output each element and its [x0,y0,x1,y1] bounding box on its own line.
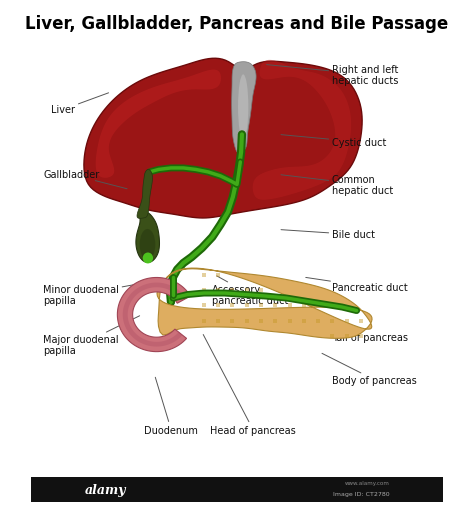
Text: Body of pancreas: Body of pancreas [322,354,417,385]
Text: Major duodenal
papilla: Major duodenal papilla [43,316,140,356]
Polygon shape [96,70,221,178]
Text: Right and left
hepatic ducts: Right and left hepatic ducts [266,65,398,86]
Text: Pancreatic duct: Pancreatic duct [306,278,408,292]
Text: Minor duodenal
papilla: Minor duodenal papilla [43,283,146,306]
Polygon shape [253,61,351,200]
Text: Accessory
pancreatic duct: Accessory pancreatic duct [212,276,289,306]
Ellipse shape [238,75,248,140]
Text: Cystic duct: Cystic duct [281,135,386,147]
Polygon shape [84,59,362,219]
Polygon shape [137,170,153,219]
Text: Image ID: CT2780: Image ID: CT2780 [333,491,390,496]
Text: www.alamy.com: www.alamy.com [345,480,390,485]
Ellipse shape [140,230,155,261]
Polygon shape [123,283,186,347]
Polygon shape [232,63,256,155]
Bar [31,477,443,502]
Text: alamy: alamy [84,483,126,496]
Text: Head of pancreas: Head of pancreas [203,335,296,435]
Text: Bile duct: Bile duct [281,230,375,240]
Text: Tail of pancreas: Tail of pancreas [332,324,408,342]
Text: Liver, Gallbladder, Pancreas and Bile Passage: Liver, Gallbladder, Pancreas and Bile Pa… [26,15,448,33]
Text: Gallbladder: Gallbladder [43,170,127,189]
Text: Common
hepatic duct: Common hepatic duct [281,174,393,196]
Ellipse shape [143,253,153,264]
Polygon shape [157,269,372,339]
Text: Liver: Liver [51,93,109,115]
Text: Duodenum: Duodenum [144,378,198,435]
Polygon shape [136,213,159,263]
Polygon shape [118,278,191,352]
